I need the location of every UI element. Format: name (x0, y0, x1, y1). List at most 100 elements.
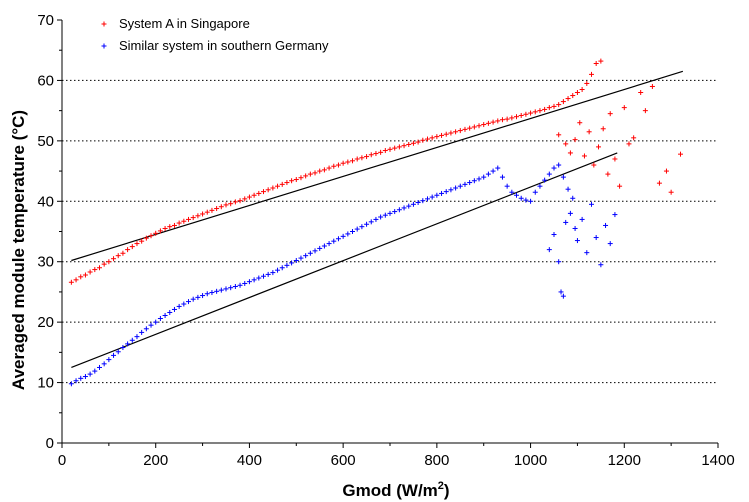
data-point (120, 345, 126, 351)
data-point (256, 190, 262, 196)
data-point (96, 364, 102, 370)
data-point (106, 259, 112, 265)
data-point (495, 118, 501, 124)
data-point (565, 96, 571, 102)
data-point (579, 86, 585, 92)
x-tick-label: 200 (143, 452, 168, 469)
data-point (537, 183, 543, 189)
data-point (584, 80, 590, 86)
data-point (190, 296, 196, 302)
data-point (153, 230, 159, 236)
data-point (574, 238, 580, 244)
data-point (209, 207, 215, 213)
data-point (364, 221, 370, 227)
data-point (448, 187, 454, 193)
data-point (495, 165, 501, 171)
data-point (481, 174, 487, 180)
data-point (129, 244, 135, 250)
data-point (251, 192, 257, 198)
data-point (289, 178, 295, 184)
legend-label-germany: Similar system in southern Germany (119, 38, 329, 53)
data-point (401, 205, 407, 211)
data-point (668, 189, 674, 195)
data-point (303, 173, 309, 179)
data-point (167, 224, 173, 230)
data-point (415, 199, 421, 205)
data-point (434, 192, 440, 198)
data-point (204, 209, 210, 215)
data-point (518, 195, 524, 201)
data-point (617, 183, 623, 189)
data-point (490, 119, 496, 125)
data-point (218, 287, 224, 293)
data-point (143, 326, 149, 332)
data-point (96, 265, 102, 271)
data-point (92, 368, 98, 374)
data-point (420, 137, 426, 143)
data-point (115, 349, 121, 355)
legend: System A in Singapore Similar system in … (101, 16, 329, 53)
data-point (139, 238, 145, 244)
legend-marker-germany (101, 43, 107, 49)
data-point (593, 235, 599, 241)
data-point (572, 137, 578, 143)
data-point (607, 241, 613, 247)
data-point (453, 129, 459, 135)
data-point (78, 274, 84, 280)
data-point (373, 151, 379, 157)
data-point (284, 180, 290, 186)
data-point (443, 131, 449, 137)
x-tick-label: 800 (424, 452, 449, 469)
data-point (307, 171, 313, 177)
y-tick-label: 20 (37, 314, 54, 331)
data-point (396, 144, 402, 150)
y-tick-label: 40 (37, 193, 54, 210)
data-point (560, 293, 566, 299)
data-point (551, 232, 557, 238)
data-point (373, 216, 379, 222)
data-point (621, 105, 627, 111)
data-point (528, 198, 534, 204)
data-point (298, 175, 304, 181)
data-point (106, 357, 112, 363)
data-point (612, 212, 618, 218)
data-point (481, 122, 487, 128)
data-point (598, 58, 604, 64)
data-point (542, 106, 548, 112)
x-tick-label: 0 (58, 452, 66, 469)
data-point (284, 262, 290, 268)
data-point (171, 222, 177, 228)
data-point (101, 361, 107, 367)
data-point (565, 186, 571, 192)
data-point (279, 181, 285, 187)
data-point (167, 309, 173, 315)
data-point (546, 171, 552, 177)
data-point (499, 174, 505, 180)
data-point (331, 163, 337, 169)
x-tick-label: 1200 (608, 452, 641, 469)
data-point (148, 233, 154, 239)
data-point (345, 159, 351, 165)
data-point (577, 120, 583, 126)
data-point (251, 277, 257, 283)
data-point (600, 126, 606, 132)
data-point (560, 174, 566, 180)
data-point (476, 123, 482, 129)
data-point (275, 267, 281, 273)
data-point (588, 201, 594, 207)
data-point (293, 258, 299, 264)
data-point (190, 215, 196, 221)
data-point (429, 194, 435, 200)
data-point (556, 259, 562, 265)
data-point (82, 272, 88, 278)
data-point (134, 334, 140, 340)
legend-marker-singapore (101, 21, 107, 27)
data-point (242, 280, 248, 286)
data-point (73, 378, 79, 384)
data-point (260, 189, 266, 195)
data-point (153, 319, 159, 325)
data-point (532, 189, 538, 195)
data-point (392, 145, 398, 151)
data-point (656, 180, 662, 186)
